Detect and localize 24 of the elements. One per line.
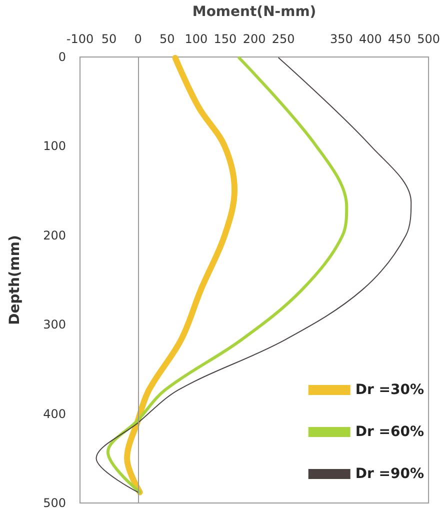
y-tick-label: 100 <box>43 139 66 154</box>
x-tick-label: 50 <box>101 32 117 46</box>
x-tick-label: 100 <box>184 32 208 46</box>
x-tick-label: 50 <box>159 32 175 46</box>
x-axis-title: Moment(N-mm) <box>192 4 316 20</box>
x-tick-label: 250 <box>272 32 295 46</box>
x-tick-label: -100 <box>66 32 94 46</box>
x-tick-label: 400 <box>359 32 382 46</box>
legend-label: Dr =60% <box>355 424 424 440</box>
y-tick-label: 200 <box>43 228 66 242</box>
x-tick-label: 450 <box>388 32 411 46</box>
legend-label: Dr =90% <box>355 466 424 482</box>
line-series <box>106 56 348 494</box>
y-tick-label: 400 <box>43 406 66 421</box>
x-tick-label: 500 <box>417 32 440 46</box>
y-tick-label: 0 <box>58 50 66 64</box>
y-axis-title: Depth(mm) <box>7 235 23 325</box>
x-tick-label: 150 <box>214 32 237 46</box>
x-tick-label: 350 <box>330 32 353 46</box>
y-tick-label: 300 <box>43 318 66 332</box>
x-tick-label: 200 <box>242 32 266 46</box>
legend-label: Dr =30% <box>355 382 424 398</box>
x-tick-label: 0 <box>134 32 142 46</box>
y-tick-label: 500 <box>43 496 66 510</box>
